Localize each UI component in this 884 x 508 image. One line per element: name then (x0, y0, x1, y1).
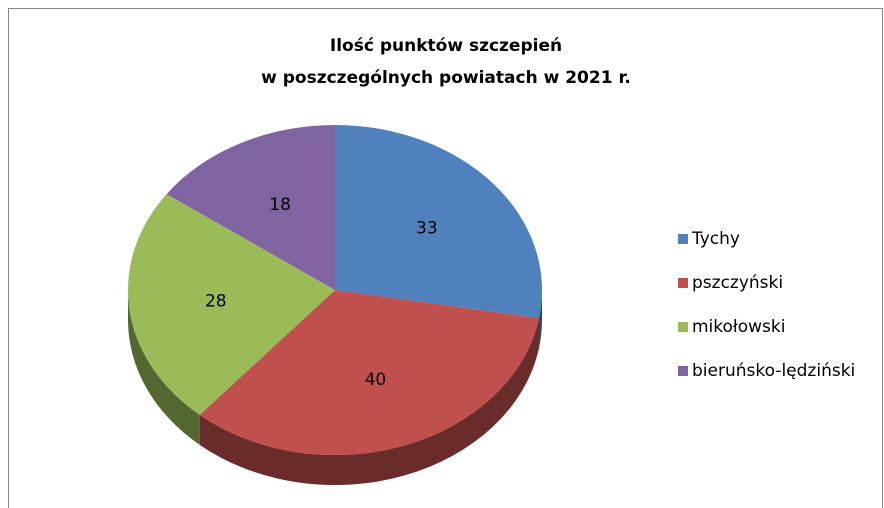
pie-side (128, 290, 200, 445)
legend-swatch (678, 322, 688, 332)
data-label: 18 (269, 195, 291, 215)
legend-label: Tychy (691, 229, 740, 249)
legend-swatch (678, 366, 688, 376)
pie-side (199, 318, 539, 485)
data-label: 40 (365, 370, 387, 390)
data-label: 33 (416, 218, 438, 238)
pie-slice (335, 125, 542, 319)
legend-label: mikołowski (692, 317, 785, 337)
chart-title: Ilość punktów szczepień (330, 36, 562, 56)
chart-title: w poszczególnych powiatach w 2021 r. (261, 68, 631, 88)
legend-label: pszczyński (692, 273, 783, 293)
data-label: 28 (205, 291, 227, 311)
legend-label: bieruńsko-lędziński (692, 361, 855, 381)
legend-swatch (678, 234, 688, 244)
legend-swatch (678, 278, 688, 288)
pie-slice (127, 194, 335, 415)
pie-slice (199, 290, 539, 455)
pie-side (538, 290, 542, 349)
pie-slice (166, 125, 335, 290)
